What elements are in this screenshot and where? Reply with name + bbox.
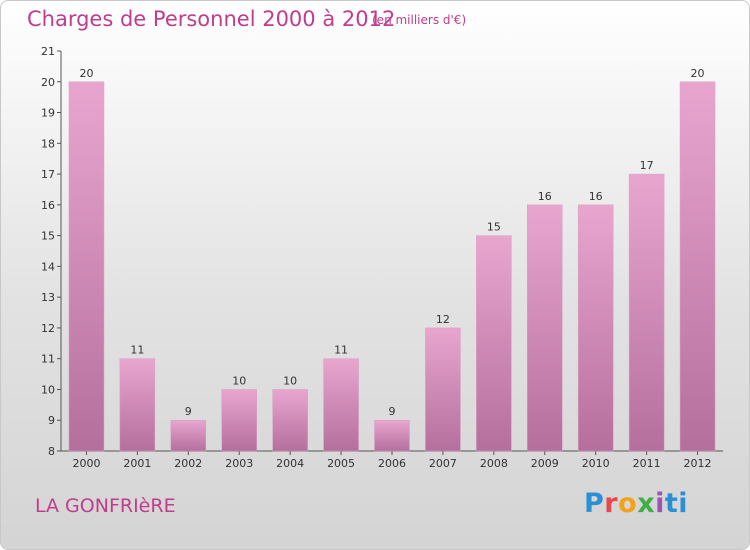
x-tick-label: 2007 xyxy=(429,457,457,470)
bar xyxy=(323,358,359,452)
x-tick-label: 2000 xyxy=(72,457,100,470)
axis-layer: 8 9 10 11 12 13 14 15 16 17 18 19 20 21 2000 2001 2002 20… xyxy=(41,45,723,470)
commune-name: LA GONFRIèRE xyxy=(35,495,176,517)
y-tick-label: 8 xyxy=(48,445,55,458)
bar xyxy=(577,204,614,452)
bar-value-label: 15 xyxy=(487,221,501,234)
bar xyxy=(374,419,410,452)
x-tick-label: 2001 xyxy=(123,457,151,470)
x-tick-label: 2010 xyxy=(582,457,610,470)
bar xyxy=(221,389,257,452)
bar-value-label: 11 xyxy=(130,344,144,357)
x-tick-label: 2003 xyxy=(225,457,253,470)
y-tick-label: 18 xyxy=(41,137,55,150)
bar xyxy=(272,389,308,452)
bar-value-label: 10 xyxy=(283,374,297,387)
logo-letter: i xyxy=(678,488,689,519)
logo-letter: r xyxy=(604,488,619,519)
y-tick-label: 9 xyxy=(48,414,55,427)
bar-value-label: 12 xyxy=(436,313,450,326)
x-tick-label: 2008 xyxy=(480,457,508,470)
bar-value-label: 20 xyxy=(79,67,93,80)
y-tick-label: 11 xyxy=(41,353,55,366)
bar-value-label: 11 xyxy=(334,344,348,357)
bar-value-label: 20 xyxy=(691,67,705,80)
bar xyxy=(119,358,156,452)
bar-value-label: 16 xyxy=(538,190,552,203)
x-tick-label: 2004 xyxy=(276,457,304,470)
bar-value-label: 16 xyxy=(589,190,603,203)
bar-value-label: 9 xyxy=(389,405,396,418)
bar xyxy=(628,173,665,452)
x-tick-label: 2002 xyxy=(174,457,202,470)
logo-letter: o xyxy=(618,488,638,519)
bar xyxy=(679,81,716,452)
y-tick-label: 10 xyxy=(41,383,55,396)
x-tick-label: 2011 xyxy=(633,457,661,470)
y-tick-label: 19 xyxy=(41,107,55,120)
y-tick-label: 15 xyxy=(41,230,55,243)
y-tick-label: 21 xyxy=(41,45,55,58)
y-tick-label: 14 xyxy=(41,260,55,273)
bar xyxy=(476,235,512,452)
y-tick-label: 12 xyxy=(41,322,55,335)
logo-letter: t xyxy=(664,488,679,519)
bar-value-label: 9 xyxy=(185,405,192,418)
x-tick-label: 2012 xyxy=(684,457,712,470)
proxiti-logo[interactable]: Proxiti xyxy=(584,488,688,519)
bar xyxy=(170,419,207,452)
logo-letter: i xyxy=(655,488,665,519)
y-tick-label: 13 xyxy=(41,291,55,304)
bar xyxy=(68,81,105,452)
chart-subtitle: (en milliers d'€) xyxy=(372,13,467,27)
bar xyxy=(527,204,563,452)
x-tick-label: 2005 xyxy=(327,457,355,470)
bar-value-label: 10 xyxy=(232,374,246,387)
chart-title: Charges de Personnel 2000 à 2012 xyxy=(27,7,396,31)
logo-letter: P xyxy=(584,488,605,519)
bar-value-label: 17 xyxy=(640,159,654,172)
y-tick-label: 17 xyxy=(41,168,55,181)
logo-letter: x xyxy=(637,488,656,519)
x-tick-label: 2009 xyxy=(531,457,559,470)
y-tick-label: 16 xyxy=(41,199,55,212)
bar-layer: 20 11 9 10 10 11 9 12 15 16 16 17 20 xyxy=(68,67,716,452)
x-tick-label: 2006 xyxy=(378,457,406,470)
y-tick-label: 20 xyxy=(41,76,55,89)
bar xyxy=(425,327,461,452)
